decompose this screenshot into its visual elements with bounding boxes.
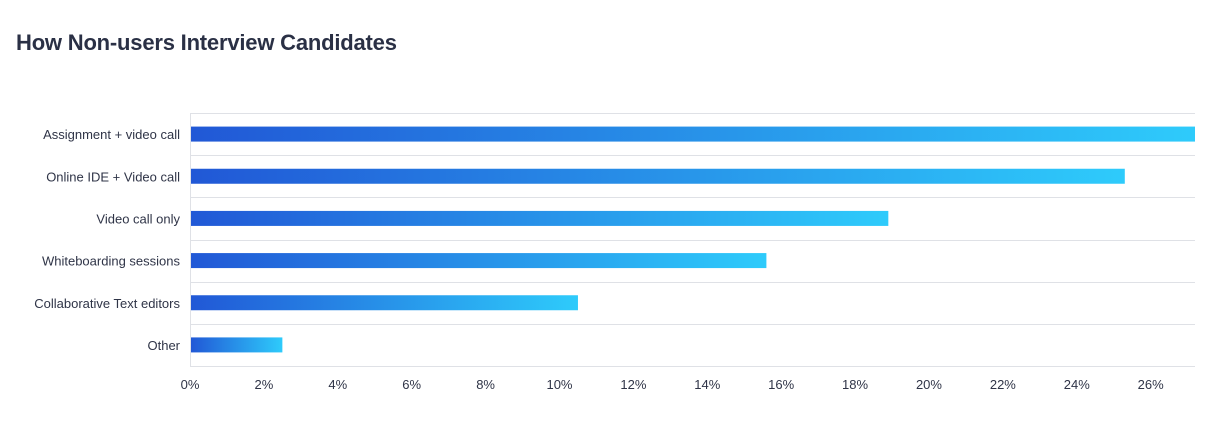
x-tick-label: 6%	[402, 377, 421, 392]
chart-title: How Non-users Interview Candidates	[16, 30, 397, 55]
x-tick-label: 10%	[546, 377, 572, 392]
bar[interactable]	[191, 126, 1195, 142]
category-label: Other	[147, 338, 180, 353]
x-tick-label: 22%	[990, 377, 1016, 392]
bar[interactable]	[191, 253, 767, 269]
x-tick-label: 8%	[476, 377, 495, 392]
category-label: Whiteboarding sessions	[42, 254, 181, 269]
bar[interactable]	[191, 295, 578, 311]
bar[interactable]	[191, 337, 283, 353]
x-tick-label: 4%	[328, 377, 347, 392]
category-label: Video call only	[96, 211, 180, 226]
x-tick-label: 16%	[768, 377, 794, 392]
x-tick-label: 12%	[620, 377, 646, 392]
x-tick-label: 2%	[254, 377, 273, 392]
x-tick-label: 20%	[916, 377, 942, 392]
bars	[191, 126, 1195, 353]
x-tick-labels: 0% 2% 4% 6% 8% 10% 12% 14% 16% 18% 20% 22% 24% 26%	[181, 377, 1165, 392]
x-tick-label: 18%	[842, 377, 868, 392]
bar[interactable]	[191, 168, 1125, 184]
gridlines	[190, 113, 1195, 367]
x-tick-label: 26%	[1138, 377, 1164, 392]
category-labels: Assignment + video call Online IDE + Vide…	[34, 127, 180, 353]
bar[interactable]	[191, 210, 889, 226]
category-label: Online IDE + Video call	[46, 169, 180, 184]
x-tick-label: 24%	[1064, 377, 1090, 392]
x-tick-label: 14%	[694, 377, 720, 392]
category-label: Collaborative Text editors	[34, 296, 180, 311]
x-tick-label: 0%	[181, 377, 200, 392]
category-label: Assignment + video call	[43, 127, 180, 142]
